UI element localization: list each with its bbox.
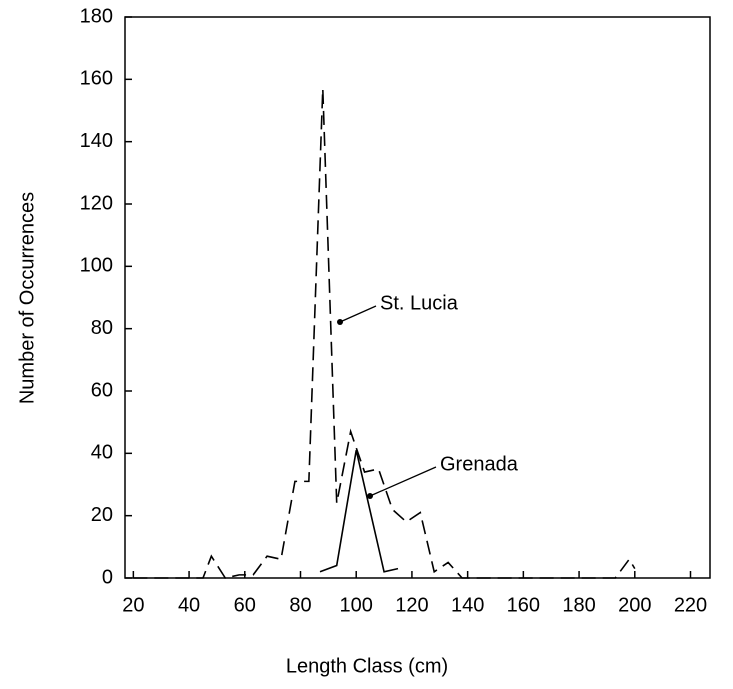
series-line: [319, 450, 399, 573]
x-tick-label: 80: [289, 594, 311, 616]
series-line: [133, 88, 636, 579]
x-tick-label: 100: [340, 594, 373, 616]
annotation-leader: [369, 466, 437, 497]
x-tick-label: 180: [562, 594, 595, 616]
x-tick-label: 40: [178, 594, 200, 616]
annotation-leader: [339, 305, 377, 323]
annotation-label: St. Lucia: [380, 292, 459, 314]
y-tick-label: 100: [80, 255, 113, 277]
annotation-label: Grenada: [440, 453, 519, 475]
x-tick-label: 20: [122, 594, 144, 616]
y-tick-label: 160: [80, 68, 113, 90]
y-tick-label: 40: [91, 442, 113, 464]
y-axis-label: Number of Occurrences: [16, 192, 38, 404]
plot-frame: [124, 16, 711, 579]
y-tick-label: 60: [91, 379, 113, 401]
x-tick-label: 120: [395, 594, 428, 616]
y-tick-label: 180: [80, 5, 113, 27]
y-tick-label: 80: [91, 317, 113, 339]
y-tick-label: 120: [80, 192, 113, 214]
x-tick-label: 200: [618, 594, 651, 616]
x-tick-label: 160: [507, 594, 540, 616]
y-tick-label: 140: [80, 130, 113, 152]
y-tick-label: 0: [102, 566, 113, 588]
y-tick-label: 20: [91, 504, 113, 526]
x-tick-label: 140: [451, 594, 484, 616]
x-axis-label: Length Class (cm): [286, 655, 448, 677]
x-tick-label: 220: [674, 594, 707, 616]
x-tick-label: 60: [234, 594, 256, 616]
